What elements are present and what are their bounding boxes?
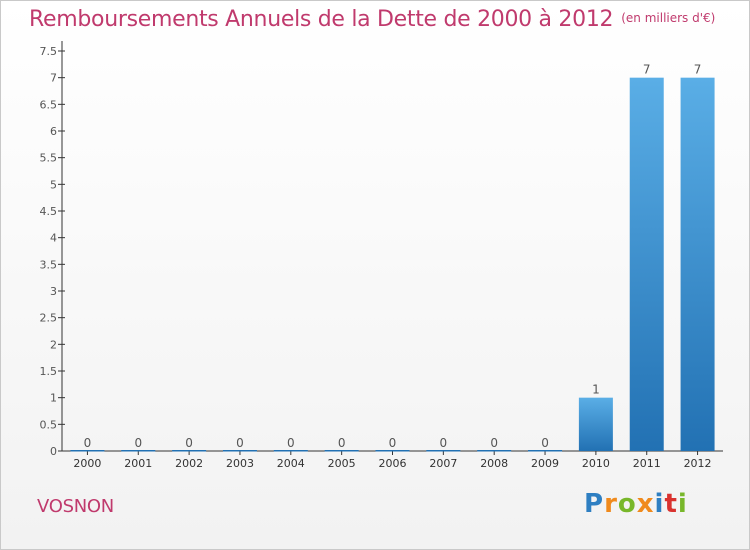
y-tick-label: 2.5 [40,312,58,325]
bar-value-label: 0 [338,436,346,450]
bar [70,450,105,452]
y-tick-label: 4 [50,232,57,245]
y-tick-label: 5.5 [40,152,58,165]
logo-letter: o [617,489,637,519]
bar [629,77,664,452]
x-tick-label: 2005 [328,457,356,470]
y-tick-label: 6.5 [40,98,58,111]
y-tick-label: 4.5 [40,205,58,218]
bar [324,450,359,452]
bar [172,450,207,452]
bar [426,450,461,452]
bar-value-label: 0 [541,436,549,450]
bar-value-label: 0 [287,436,295,450]
chart-title: Remboursements Annuels de la Dette de 20… [29,7,716,32]
bar-value-label: 0 [84,436,92,450]
bar-value-label: 0 [490,436,498,450]
y-tick-label: 0.5 [40,418,58,431]
bar [121,450,156,452]
x-tick-label: 2010 [582,457,610,470]
bar-value-label: 0 [236,436,244,450]
y-tick-label: 1 [50,392,57,405]
x-tick-label: 2002 [175,457,203,470]
y-tick-label: 2 [50,338,57,351]
bar-value-label: 7 [643,63,651,77]
bar-value-label: 0 [440,436,448,450]
chart-unit: (en milliers d'€) [621,11,716,25]
bar [273,450,308,452]
x-tick-label: 2000 [73,457,101,470]
logo-letter: t [664,489,678,519]
x-tick-label: 2009 [531,457,559,470]
y-tick-label: 1.5 [40,365,58,378]
logo-letter: i [654,489,665,519]
bar [578,397,613,451]
commune-name: VOSNON [37,496,114,517]
y-tick-label: 7.5 [40,45,58,58]
y-tick-label: 6 [50,125,57,138]
x-tick-label: 2012 [684,457,712,470]
x-tick-label: 2004 [277,457,305,470]
y-tick-label: 5 [50,178,57,191]
logo-letter: r [604,489,618,519]
x-tick-label: 2003 [226,457,254,470]
bar-value-label: 7 [694,63,702,77]
bar [375,450,410,452]
logo-letter: i [677,489,688,519]
bar-value-label: 0 [134,436,142,450]
x-tick-label: 2011 [633,457,661,470]
proxiti-logo: Proxiti [584,489,688,519]
logo-letter: x [636,489,655,519]
y-tick-label: 3.5 [40,258,58,271]
bar [680,77,715,452]
y-tick-label: 0 [50,445,57,458]
x-tick-label: 2001 [124,457,152,470]
y-tick-label: 3 [50,285,57,298]
x-tick-label: 2006 [379,457,407,470]
bar [528,450,563,452]
x-tick-label: 2008 [480,457,508,470]
logo-letter: P [584,489,605,519]
bar-value-label: 0 [185,436,193,450]
bar [477,450,512,452]
bar-value-label: 1 [592,383,600,397]
bar [222,450,257,452]
y-tick-label: 7 [50,72,57,85]
bar-value-label: 0 [389,436,397,450]
x-tick-label: 2007 [429,457,457,470]
